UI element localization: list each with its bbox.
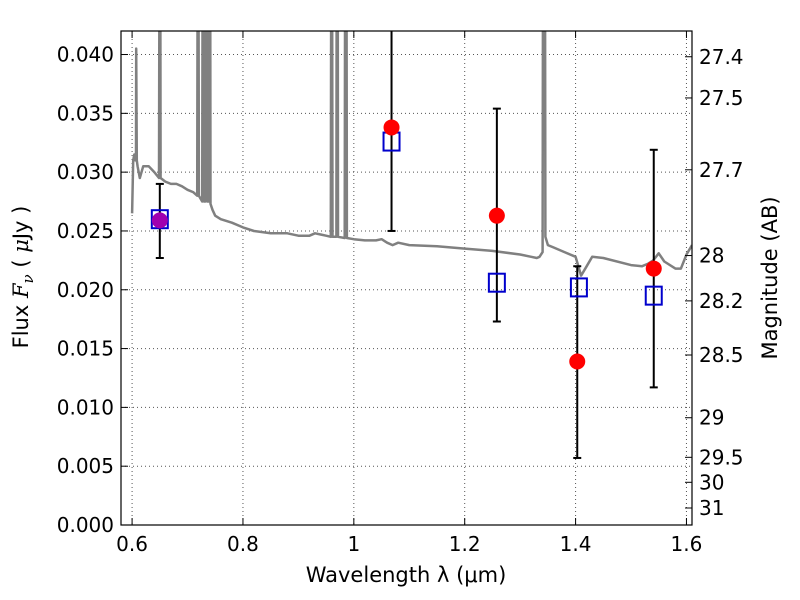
y2-tick-label: 29: [699, 406, 724, 430]
y2-tick-label: 27.4: [699, 45, 744, 69]
errorbar-layer: [155, 31, 658, 459]
y2-tick-label: 29.5: [699, 445, 744, 469]
y-tick-label: 0.020: [57, 278, 114, 302]
y-tick-label: 0.030: [57, 160, 114, 184]
y2-axis-label: Magnitude (AB): [758, 196, 782, 359]
y-tick-label: 0.025: [57, 219, 114, 243]
y-tick-label: 0.010: [57, 395, 114, 419]
axes-frame: [120, 30, 693, 526]
y2-tick-label: 28.2: [699, 289, 744, 313]
x-tick-label: 1.6: [671, 532, 703, 556]
y2-tick-label: 27.7: [699, 158, 744, 182]
observed-point: [383, 119, 400, 136]
y-tick-label: 0.035: [57, 101, 114, 125]
x-tick-label: 1.2: [449, 532, 481, 556]
y-tick-label: 0.005: [57, 454, 114, 478]
plot-frame: [120, 30, 693, 526]
spectrum-line: [130, 31, 692, 277]
y2-tick-label: 28.5: [699, 343, 744, 367]
y-axis-label-part: μ: [9, 239, 33, 253]
marker-layer: [150, 119, 663, 370]
y-axis-label-part: (: [9, 253, 33, 275]
observed-point: [645, 260, 662, 277]
model-band-square: [569, 277, 588, 298]
y-axis-label-part: Flux: [9, 298, 33, 348]
model-band-square: [644, 285, 663, 306]
model-band-square: [487, 272, 506, 293]
y-tick-label: 0.015: [57, 337, 114, 361]
x-tick-label: 0.8: [227, 532, 259, 556]
observed-point: [569, 353, 586, 370]
x-axis-label: Wavelength λ (μm): [306, 563, 507, 587]
y-tick-label: 0.000: [57, 513, 114, 537]
y2-tick-label: 31: [699, 496, 724, 520]
y-axis-label-part: Jy ): [9, 206, 33, 242]
observed-point: [151, 212, 168, 229]
y-axis-label-part: F: [9, 282, 33, 299]
y-tick-label: 0.040: [57, 43, 114, 67]
tick-labels: 0.6 0.8 1 1.2 1.4 1.6 0.000 0.005 0.010 0.015 0.02…: [57, 43, 744, 556]
y-axis-label: Flux Fν ( μJy ): [9, 206, 37, 349]
x-tick-label: 1.4: [560, 532, 592, 556]
model-spectrum-layer: [130, 31, 692, 277]
x-tick-label: 0.6: [116, 532, 148, 556]
y2-tick-label: 30: [699, 470, 724, 494]
y-axis-label-part: ν: [19, 274, 37, 283]
y2-tick-label: 28: [699, 244, 724, 268]
y2-tick-label: 27.5: [699, 86, 744, 110]
observed-point: [488, 207, 505, 224]
x-tick-label: 1: [347, 532, 360, 556]
